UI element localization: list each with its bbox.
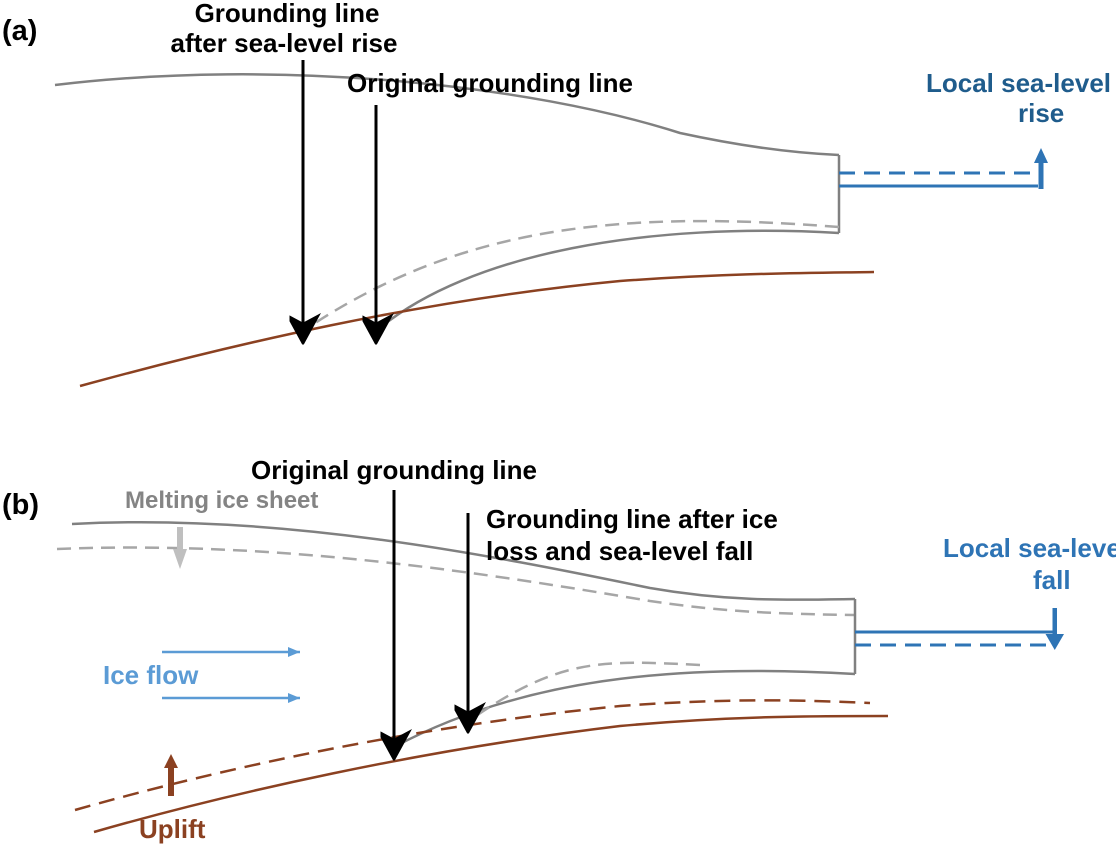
svg-text:(b): (b) [2, 489, 39, 521]
svg-text:Uplift: Uplift [139, 814, 206, 844]
svg-text:Original grounding line: Original grounding line [251, 455, 537, 485]
svg-text:Melting ice sheet: Melting ice sheet [125, 487, 318, 514]
svg-text:(a): (a) [2, 15, 37, 47]
svg-text:rise: rise [1018, 98, 1064, 128]
svg-text:Grounding line: Grounding line [195, 0, 380, 28]
svg-text:fall: fall [1033, 565, 1071, 595]
svg-text:Local sea-level: Local sea-level [943, 533, 1116, 563]
svg-text:Local sea-level: Local sea-level [926, 68, 1111, 98]
svg-text:loss and sea-level fall: loss and sea-level fall [486, 536, 753, 566]
svg-text:Original grounding line: Original grounding line [347, 68, 633, 98]
svg-text:Grounding line after ice: Grounding line after ice [486, 504, 778, 534]
svg-text:after sea-level rise: after sea-level rise [171, 28, 398, 58]
svg-text:Ice flow: Ice flow [103, 660, 199, 690]
